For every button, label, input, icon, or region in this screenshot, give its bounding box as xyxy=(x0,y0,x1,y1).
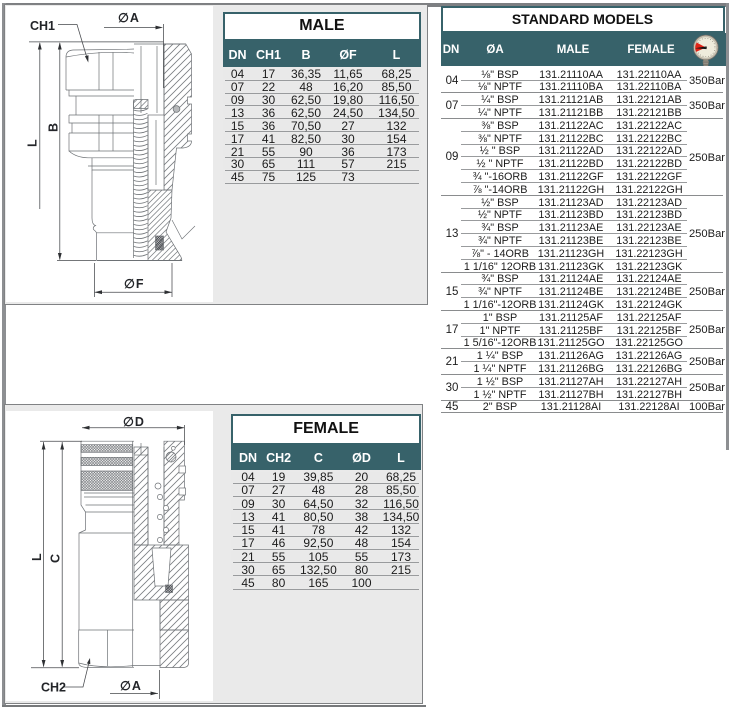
svg-text:B: B xyxy=(47,123,61,132)
svg-text:∅A: ∅A xyxy=(120,679,141,693)
svg-text:L: L xyxy=(25,139,39,147)
svg-text:C: C xyxy=(49,554,63,563)
svg-text:L: L xyxy=(30,553,44,561)
svg-text:∅A: ∅A xyxy=(118,11,139,25)
svg-text:∅D: ∅D xyxy=(123,415,144,429)
svg-text:∅F: ∅F xyxy=(124,277,144,291)
svg-text:CH1: CH1 xyxy=(30,19,55,33)
svg-text:CH2: CH2 xyxy=(41,681,66,695)
